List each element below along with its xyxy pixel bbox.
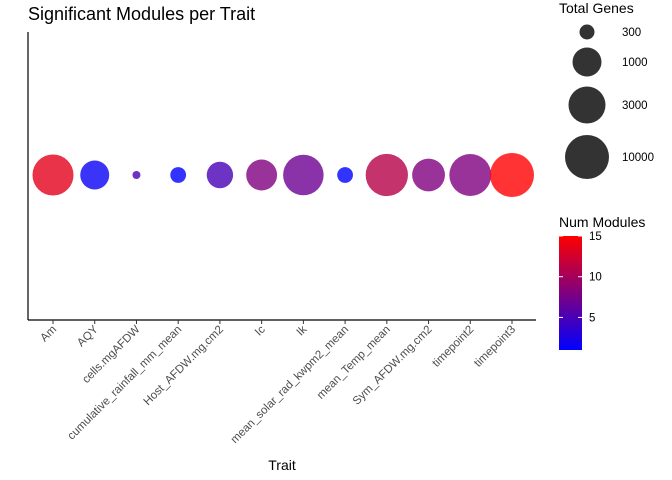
size-legend-label: 3000: [622, 100, 648, 112]
chart-title: Significant Modules per Trait: [28, 4, 255, 24]
data-point: [365, 153, 408, 197]
data-point: [132, 171, 141, 179]
data-point: [246, 159, 278, 191]
data-point: [449, 154, 492, 196]
size-legend-key: [579, 24, 595, 40]
size-legend-key: [565, 135, 609, 179]
x-tick-label: Ic: [253, 323, 268, 338]
data-point: [337, 167, 353, 183]
size-legend-label: 10000: [622, 152, 654, 164]
data-point: [170, 167, 187, 183]
x-tick-label: Sym_AFDW.mg.cm2: [351, 324, 435, 408]
color-legend-label: 5: [589, 312, 595, 324]
data-point: [32, 154, 74, 196]
color-legend-title: Num Modules: [559, 214, 645, 230]
size-legend-title: Total Genes: [559, 0, 634, 16]
size-legend-label: 1000: [622, 57, 648, 69]
color-bar: [559, 236, 582, 350]
data-point: [283, 154, 324, 196]
x-tick-label: AQY: [75, 323, 101, 349]
x-tick-label: Host_AFDW.mg.cm2: [142, 324, 226, 408]
x-tick-label: Ik: [295, 323, 310, 338]
data-point: [490, 153, 534, 197]
size-legend-key: [568, 86, 606, 124]
size-legend-key: [572, 47, 602, 77]
data-point: [206, 161, 234, 189]
x-axis-title: Trait: [268, 457, 296, 473]
x-tick-label: timepoint2: [430, 324, 476, 370]
color-legend-label: 15: [589, 231, 602, 243]
x-tick-label: Am: [38, 324, 59, 345]
x-tick-label: mean_Temp_mean: [315, 324, 393, 402]
size-legend-label: 300: [622, 27, 641, 39]
color-legend-label: 10: [589, 272, 602, 284]
x-tick-label: timepoint3: [472, 324, 518, 370]
data-point: [412, 158, 445, 192]
data-point: [80, 160, 110, 190]
